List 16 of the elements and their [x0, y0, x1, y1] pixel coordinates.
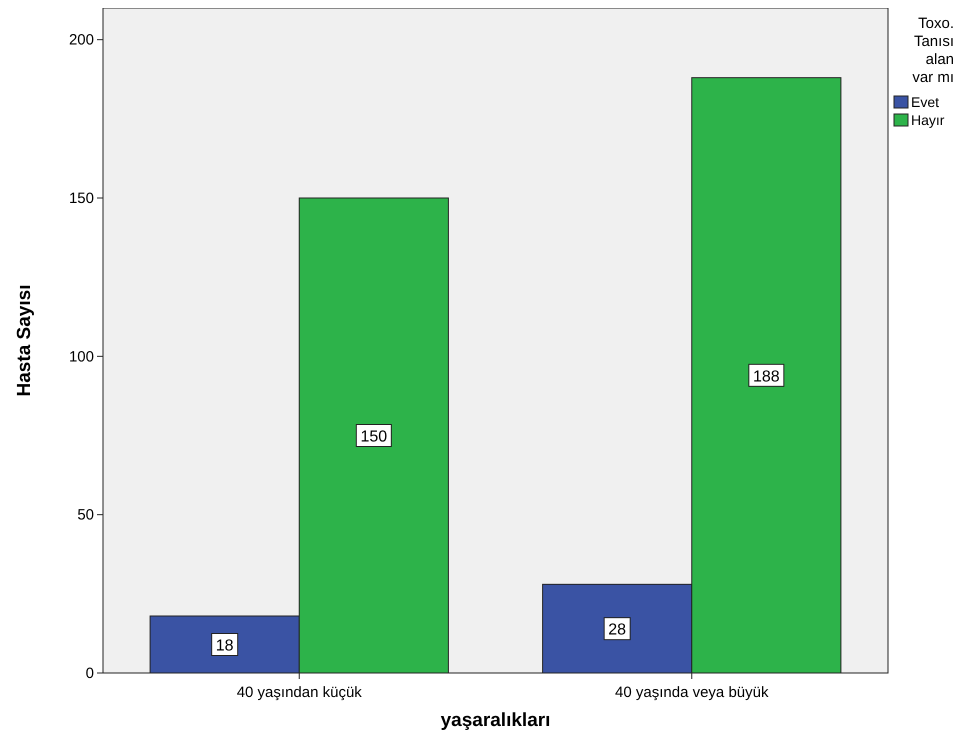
legend-label: Evet [911, 94, 940, 110]
x-tick-label: 40 yaşından küçük [236, 684, 362, 701]
legend-label: Hayır [911, 112, 945, 128]
y-tick-label: 100 [68, 348, 94, 366]
y-axis-title: Hasta Sayısı [14, 284, 35, 396]
y-tick-label: 150 [68, 190, 94, 207]
y-tick-label: 50 [77, 506, 94, 524]
x-tick-label: 40 yaşında veya büyük [615, 684, 769, 701]
data-label: 28 [608, 622, 626, 639]
data-label: 188 [752, 368, 780, 386]
y-tick-label: 200 [68, 32, 94, 49]
x-axis-title: yaşaralıkları [440, 710, 550, 731]
legend-title: Toxo. Tanısı alan var mı [912, 15, 954, 86]
data-label: 18 [216, 638, 234, 654]
data-label: 150 [360, 428, 388, 446]
y-tick-label: 0 [86, 665, 94, 682]
